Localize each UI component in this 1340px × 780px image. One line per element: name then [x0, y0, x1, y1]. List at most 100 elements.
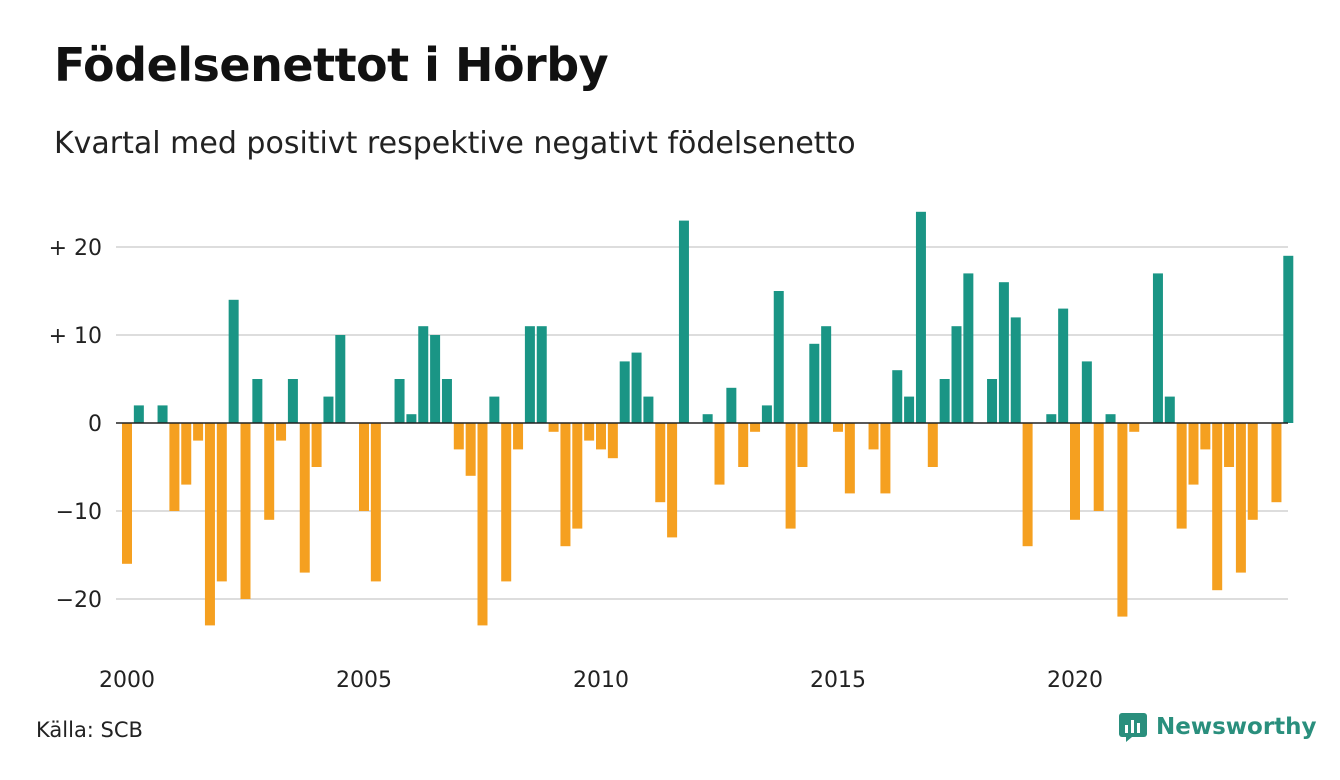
bar-negative — [607, 423, 618, 459]
brand-name: Newsworthy — [1156, 714, 1317, 740]
bar-negative — [477, 423, 488, 626]
y-tick-label: 0 — [88, 412, 102, 437]
bar-negative — [204, 423, 215, 626]
bar-positive — [821, 326, 832, 423]
bar-negative — [370, 423, 381, 582]
bar-negative — [193, 423, 204, 441]
bar-positive — [1046, 414, 1057, 423]
bar-positive — [702, 414, 713, 423]
bar-positive — [1058, 308, 1069, 423]
bar-positive — [1010, 317, 1021, 423]
bar-negative — [596, 423, 606, 450]
bar-negative — [667, 423, 678, 538]
bar-positive — [335, 335, 346, 423]
bar-negative — [276, 423, 287, 441]
y-tick-label: + 20 — [49, 236, 102, 261]
bar-negative — [240, 423, 251, 599]
bar-positive — [1283, 255, 1294, 423]
bar-negative — [1212, 423, 1223, 591]
bar-positive — [643, 396, 654, 423]
bar-positive — [287, 379, 298, 423]
bar-negative — [1070, 423, 1080, 520]
x-tick-label: 2000 — [99, 668, 155, 693]
bar-negative — [1176, 423, 1187, 529]
bar-positive — [773, 291, 784, 423]
bar-positive — [761, 405, 772, 423]
bar-positive — [726, 387, 737, 423]
bars — [122, 211, 1294, 626]
y-tick-label: −10 — [56, 500, 102, 525]
bar-negative — [738, 423, 749, 467]
bar-negative — [465, 423, 476, 476]
bar-positive — [951, 326, 962, 423]
bar-positive — [536, 326, 547, 423]
bar-positive — [418, 326, 429, 423]
bar-negative — [797, 423, 808, 467]
bar-negative — [1117, 423, 1128, 617]
bar-positive — [678, 220, 689, 423]
bar-negative — [1093, 423, 1104, 511]
bar-negative — [572, 423, 583, 529]
bar-positive — [489, 396, 500, 423]
bar-positive — [394, 379, 405, 423]
bar-positive — [323, 396, 334, 423]
bar-positive — [892, 370, 903, 423]
axes: + 20 + 10 0 −10 −20 2000 2005 2010 2015 2020 — [49, 236, 1288, 693]
bar-positive — [987, 379, 998, 423]
bar-negative — [1271, 423, 1282, 503]
bar-negative — [122, 423, 132, 564]
bar-negative — [880, 423, 891, 494]
bar-negative — [927, 423, 938, 467]
bar-positive — [252, 379, 263, 423]
y-tick-label: + 10 — [49, 324, 102, 349]
bar-negative — [785, 423, 796, 529]
bar-positive — [430, 335, 441, 423]
bar-positive — [963, 273, 974, 423]
x-tick-label: 2010 — [573, 668, 629, 693]
bar-negative — [1200, 423, 1211, 450]
bar-negative — [181, 423, 192, 485]
bar-positive — [228, 299, 239, 423]
bar-negative — [1022, 423, 1033, 547]
bar-negative — [501, 423, 512, 582]
bar-positive — [441, 379, 452, 423]
bar-positive — [524, 326, 535, 423]
bar-positive — [157, 405, 168, 423]
bar-positive — [809, 343, 820, 423]
bar-negative — [584, 423, 595, 441]
bar-negative — [299, 423, 310, 573]
brand-logo[interactable]: Newsworthy — [1118, 712, 1317, 742]
bar-positive — [915, 211, 926, 423]
bar-negative — [453, 423, 464, 450]
bar-positive — [406, 414, 417, 423]
newsworthy-logo-icon — [1119, 713, 1147, 742]
bar-negative — [1247, 423, 1258, 520]
bar-negative — [264, 423, 275, 520]
bar-negative — [833, 423, 843, 432]
bar-negative — [548, 423, 559, 432]
bar-negative — [169, 423, 180, 511]
grid-lines — [116, 246, 1288, 600]
bar-negative — [1188, 423, 1199, 485]
bar-negative — [655, 423, 666, 503]
bar-negative — [560, 423, 571, 547]
bar-negative — [311, 423, 322, 467]
x-tick-label: 2005 — [336, 668, 392, 693]
bar-negative — [1235, 423, 1246, 573]
bar-negative — [844, 423, 855, 494]
bar-negative — [513, 423, 524, 450]
chart-title: Födelsenettot i Hörby — [54, 38, 609, 92]
bar-positive — [631, 352, 642, 423]
bar-positive — [904, 396, 915, 423]
bar-negative — [714, 423, 725, 485]
bar-negative — [1224, 423, 1235, 467]
bar-positive — [619, 361, 630, 423]
chart-subtitle: Kvartal med positivt respektive negativt… — [54, 126, 856, 161]
bar-positive — [133, 405, 144, 423]
bar-negative — [868, 423, 879, 450]
bar-negative — [359, 423, 369, 511]
bar-negative — [750, 423, 761, 432]
bar-negative — [1129, 423, 1140, 432]
source-label: Källa: SCB — [36, 718, 143, 742]
